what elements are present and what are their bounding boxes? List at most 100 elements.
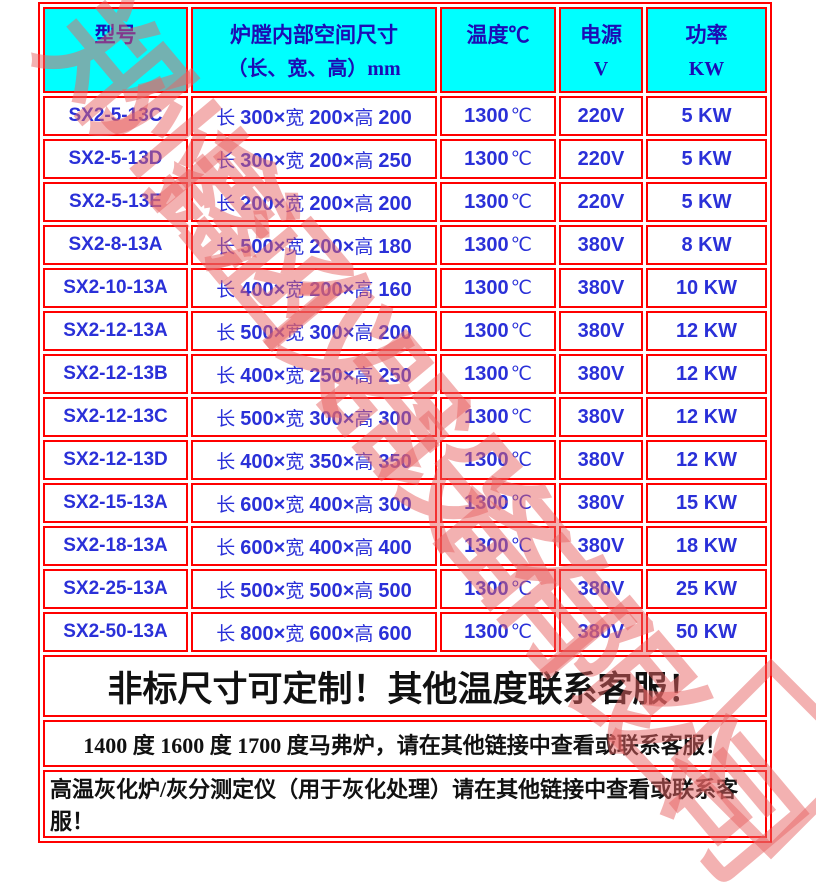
power-cell: 25 KW (646, 569, 767, 609)
celsius-unit: ℃ (510, 320, 532, 342)
temperature-value: 1300 (464, 190, 509, 213)
width-value: 200 (309, 106, 343, 129)
power-cell: 50 KW (646, 612, 767, 652)
times-sign: × (342, 407, 355, 430)
width-label: 宽 (285, 193, 305, 215)
length-value: 400 (240, 450, 274, 473)
celsius-unit: ℃ (510, 105, 532, 127)
temperature-value: 1300 (464, 319, 509, 342)
times-sign: × (273, 106, 286, 129)
height-value: 350 (378, 450, 412, 473)
times-sign: × (273, 192, 286, 215)
temperature-cell: 1300 ℃ (440, 139, 556, 179)
notice-row-other-temperatures: 1400 度 1600 度 1700 度马弗炉，请在其他链接中查看或联系客服！ (43, 720, 767, 767)
celsius-unit: ℃ (510, 277, 532, 299)
model-cell: SX2-12-13A (43, 311, 188, 351)
height-value: 300 (378, 493, 412, 516)
temperature-value: 1300 (464, 491, 509, 514)
temperature-cell: 1300 ℃ (440, 569, 556, 609)
temperature-cell: 1300 ℃ (440, 440, 556, 480)
temperature-value: 1300 (464, 405, 509, 428)
celsius-unit: ℃ (510, 578, 532, 600)
times-sign: × (342, 149, 355, 172)
times-sign: × (273, 235, 286, 258)
times-sign: × (342, 493, 355, 516)
power-cell: 5 KW (646, 139, 767, 179)
times-sign: × (342, 450, 355, 473)
height-value: 500 (378, 579, 412, 602)
header-power-supply-label: 电源 (580, 24, 622, 47)
voltage-cell: 380V (559, 268, 643, 308)
times-sign: × (342, 235, 355, 258)
notice-ashing-furnace: 高温灰化炉/灰分测定仪（用于灰化处理）请在其他链接中查看或联系客服！ (43, 770, 767, 838)
furnace-spec-table: 型号 炉膛内部空间尺寸 （长、宽、高）mm 温度℃ 电源 V 功率 KW (38, 2, 772, 843)
height-value: 160 (378, 278, 412, 301)
dimensions-cell: 长 600×宽 400×高 300 (191, 483, 437, 523)
celsius-unit: ℃ (510, 621, 532, 643)
length-value: 400 (240, 278, 274, 301)
width-value: 350 (309, 450, 343, 473)
table-row: SX2-12-13B 长 400×宽 250×高 250 1300 ℃ 380V 12 … (43, 354, 767, 394)
temperature-value: 1300 (464, 362, 509, 385)
temperature-cell: 1300 ℃ (440, 268, 556, 308)
temperature-value: 1300 (464, 233, 509, 256)
length-label: 长 (216, 537, 236, 559)
times-sign: × (273, 407, 286, 430)
notice-custom-size: 非标尺寸可定制！其他温度联系客服！ (43, 655, 767, 717)
length-label: 长 (216, 408, 236, 430)
voltage-cell: 380V (559, 440, 643, 480)
height-value: 400 (378, 536, 412, 559)
table-row: SX2-5-13E 长 200×宽 200×高 200 1300 ℃ 220V 5 KW (43, 182, 767, 222)
length-value: 600 (240, 493, 274, 516)
width-value: 250 (309, 364, 343, 387)
table-row: SX2-12-13A 长 500×宽 300×高 200 1300 ℃ 380V 12 … (43, 311, 767, 351)
times-sign: × (342, 106, 355, 129)
voltage-cell: 380V (559, 612, 643, 652)
length-value: 500 (240, 235, 274, 258)
width-label: 宽 (285, 150, 305, 172)
dimensions-cell: 长 200×宽 200×高 200 (191, 182, 437, 222)
times-sign: × (273, 321, 286, 344)
width-label: 宽 (285, 494, 305, 516)
temperature-cell: 1300 ℃ (440, 311, 556, 351)
length-value: 300 (240, 149, 274, 172)
width-label: 宽 (285, 451, 305, 473)
model-cell: SX2-5-13C (43, 96, 188, 136)
height-label: 高 (354, 193, 374, 215)
model-cell: SX2-18-13A (43, 526, 188, 566)
height-value: 600 (378, 622, 412, 645)
dimensions-cell: 长 300×宽 200×高 250 (191, 139, 437, 179)
header-power-sub: KW (688, 58, 725, 80)
length-value: 500 (240, 407, 274, 430)
length-value: 300 (240, 106, 274, 129)
model-cell: SX2-12-13C (43, 397, 188, 437)
table-row: SX2-25-13A 长 500×宽 500×高 500 1300 ℃ 380V 25 … (43, 569, 767, 609)
width-value: 600 (309, 622, 343, 645)
header-temperature-sub (442, 56, 554, 82)
header-row: 型号 炉膛内部空间尺寸 （长、宽、高）mm 温度℃ 电源 V 功率 KW (43, 7, 767, 93)
celsius-unit: ℃ (510, 191, 532, 213)
height-label: 高 (354, 537, 374, 559)
header-power-supply: 电源 V (559, 7, 643, 93)
power-cell: 10 KW (646, 268, 767, 308)
width-label: 宽 (285, 580, 305, 602)
height-value: 200 (378, 192, 412, 215)
height-label: 高 (354, 623, 374, 645)
spec-sheet: 型号 炉膛内部空间尺寸 （长、宽、高）mm 温度℃ 电源 V 功率 KW (11, 0, 816, 876)
width-value: 400 (309, 536, 343, 559)
width-value: 300 (309, 321, 343, 344)
height-label: 高 (354, 322, 374, 344)
times-sign: × (273, 622, 286, 645)
length-label: 长 (216, 322, 236, 344)
height-label: 高 (354, 236, 374, 258)
length-value: 500 (240, 579, 274, 602)
height-label: 高 (354, 279, 374, 301)
width-label: 宽 (285, 408, 305, 430)
header-chamber-size: 炉膛内部空间尺寸 （长、宽、高）mm (191, 7, 437, 93)
voltage-cell: 380V (559, 526, 643, 566)
height-label: 高 (354, 150, 374, 172)
times-sign: × (273, 278, 286, 301)
width-value: 400 (309, 493, 343, 516)
dimensions-cell: 长 400×宽 200×高 160 (191, 268, 437, 308)
length-label: 长 (216, 451, 236, 473)
